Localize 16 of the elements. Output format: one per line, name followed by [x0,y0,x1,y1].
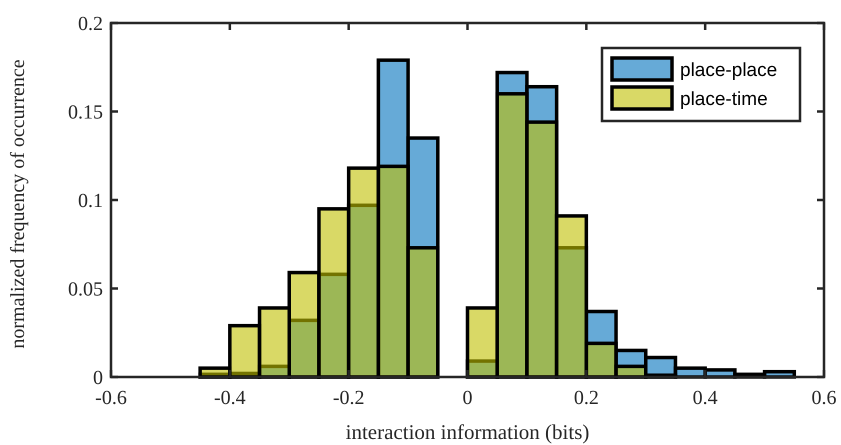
y-tick-label: 0.2 [78,13,103,35]
y-axis-title: normalized frequency of occurrence [7,59,29,349]
x-tick-label: -0.2 [332,387,365,409]
legend-label: place-time [680,89,768,110]
x-tick-label: 0 [462,387,472,409]
x-tick-label: 0.2 [574,387,599,409]
y-tick-label: 0 [93,367,103,389]
legend-label: place-place [680,60,778,81]
x-tick-label: 0.6 [812,387,836,409]
x-tick-label: -0.4 [214,387,246,409]
y-tick-label: 0.15 [68,102,103,124]
x-tick-label: -0.6 [95,387,127,409]
x-axis-title: interaction information (bits) [346,420,590,444]
y-tick-label: 0.05 [68,278,103,300]
x-tick-label: 0.4 [692,387,718,409]
y-tick-label: 0.1 [78,190,103,212]
